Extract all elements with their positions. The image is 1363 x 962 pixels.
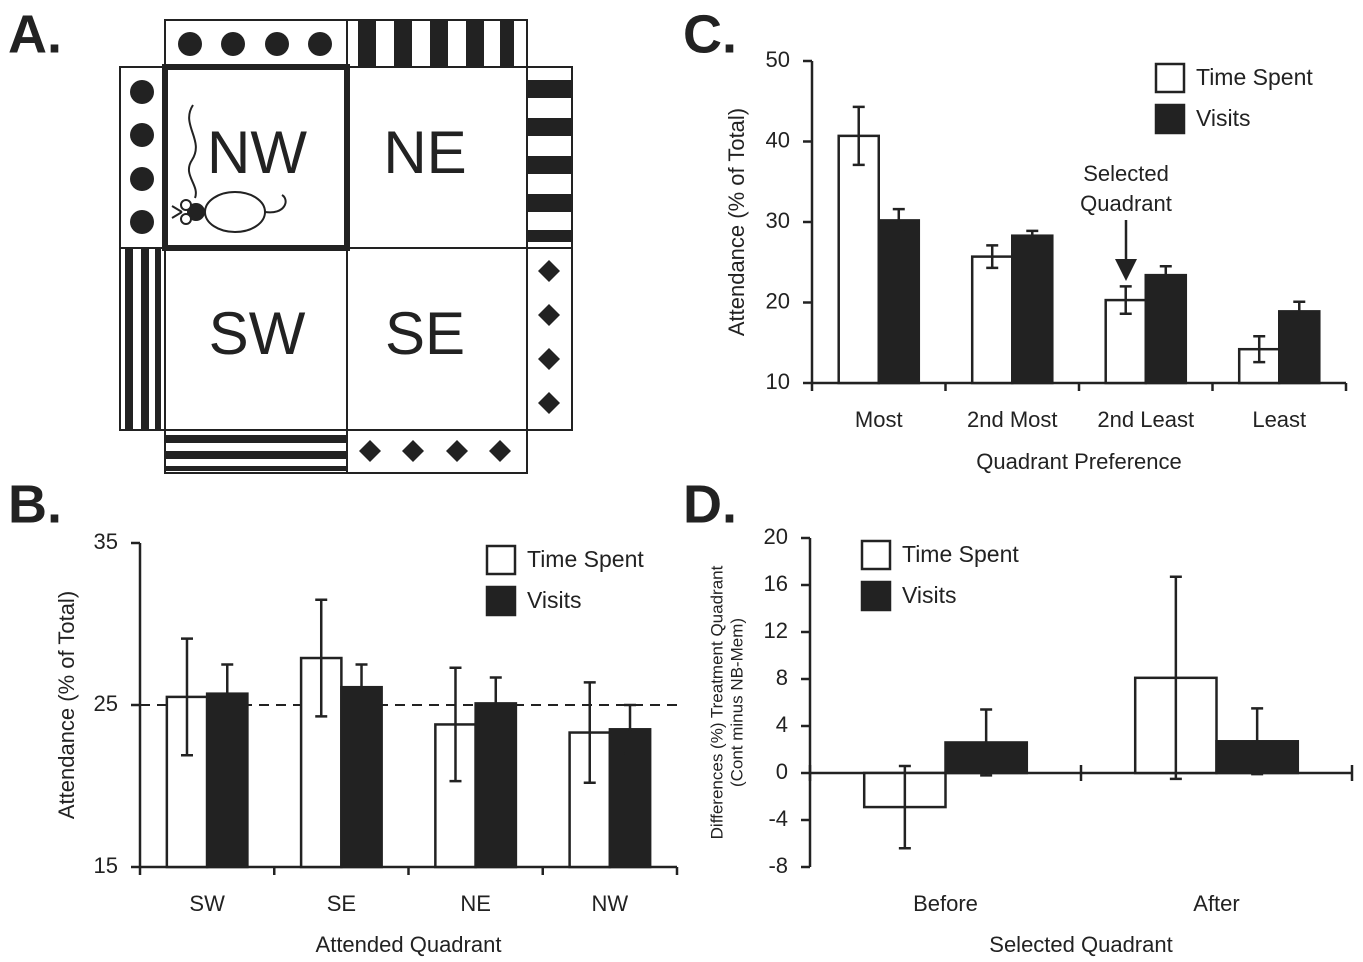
bar (837, 134, 881, 385)
error-bar (583, 681, 596, 785)
legend-swatch (1154, 103, 1186, 135)
mouse (171, 104, 287, 233)
error-bar (1159, 265, 1172, 286)
error-bar (355, 663, 368, 712)
y-tick-label: 15 (94, 853, 118, 878)
error-bar (449, 666, 462, 783)
x-axis-title: Quadrant Preference (976, 449, 1181, 474)
error-bar (1169, 575, 1182, 781)
error-bar (898, 764, 911, 850)
x-tick-label: 2nd Most (967, 407, 1058, 432)
y-tick-label: 25 (94, 691, 118, 716)
quadrant-label: NE (383, 119, 466, 186)
maze-diagram (119, 19, 573, 474)
error-bar (1251, 707, 1264, 776)
legend-swatch (860, 539, 892, 571)
bar (340, 685, 383, 869)
y-tick-label: 50 (766, 47, 790, 72)
annotation-arrowhead (1115, 259, 1137, 281)
bar (1144, 273, 1188, 385)
error-bar (1026, 229, 1039, 242)
legend-swatch (485, 544, 517, 576)
panel-label: C. (683, 4, 737, 64)
panel-label: B. (8, 474, 62, 534)
x-tick-label: Most (855, 407, 903, 432)
annotation: Quadrant (1080, 191, 1172, 216)
bar (474, 702, 518, 869)
error-bar (624, 703, 637, 755)
bar (877, 219, 921, 385)
y-tick-label: 16 (764, 571, 788, 596)
quadrant-label: SE (385, 300, 465, 367)
y-tick-label: 30 (766, 208, 790, 233)
quadrant-label: NW (207, 119, 307, 186)
legend-swatch (1154, 62, 1186, 94)
legend-label: Visits (902, 582, 957, 608)
legend-label: Time Spent (527, 546, 644, 572)
y-tick-label: 8 (776, 665, 788, 690)
legend-label: Visits (1196, 105, 1251, 131)
error-bar (852, 105, 865, 167)
error-bar (180, 637, 193, 757)
y-tick-label: 4 (776, 712, 788, 737)
bar (1011, 234, 1054, 385)
y-tick-label: 40 (766, 127, 790, 152)
x-tick-label: SE (327, 891, 356, 916)
y-axis-title: (Cont minus NB-Mem) (727, 618, 746, 787)
x-axis-title: Attended Quadrant (316, 932, 502, 957)
error-bar (1253, 335, 1266, 364)
x-tick-label: After (1193, 891, 1239, 916)
bar (1278, 310, 1321, 385)
error-bar (892, 207, 905, 233)
panel-label: A. (8, 4, 62, 64)
x-tick-label: Before (913, 891, 978, 916)
legend-label: Time Spent (902, 541, 1019, 567)
annotation: Selected (1083, 161, 1169, 186)
error-bar (986, 244, 999, 270)
legend-label: Time Spent (1196, 64, 1313, 90)
x-axis-title: Selected Quadrant (989, 932, 1172, 957)
y-axis-title: Differences (%) Treatment Quadrant (707, 565, 726, 839)
legend-swatch (485, 585, 517, 617)
legend-swatch (860, 580, 892, 612)
y-tick-label: -4 (768, 806, 788, 831)
error-bar (1293, 300, 1306, 323)
x-tick-label: SW (189, 891, 225, 916)
y-tick-label: -8 (768, 853, 788, 878)
error-bar (1119, 285, 1132, 316)
y-tick-label: 35 (94, 529, 118, 554)
y-tick-label: 0 (776, 759, 788, 784)
x-tick-label: Least (1252, 407, 1306, 432)
y-tick-label: 12 (764, 618, 788, 643)
error-bar (489, 676, 502, 731)
x-tick-label: 2nd Least (1097, 407, 1194, 432)
y-tick-label: 20 (766, 288, 790, 313)
bar (970, 255, 1014, 385)
quadrant-label: SW (209, 300, 306, 367)
y-axis-title: Attendance (% of Total) (54, 591, 79, 819)
x-tick-label: NW (592, 891, 629, 916)
panel-label: D. (683, 474, 737, 534)
error-bar (221, 663, 234, 725)
y-axis-title: Attendance (% of Total) (724, 108, 749, 336)
y-tick-label: 20 (764, 524, 788, 549)
error-bar (980, 708, 993, 777)
legend-label: Visits (527, 587, 582, 613)
y-tick-label: 10 (766, 369, 790, 394)
x-tick-label: NE (460, 891, 491, 916)
error-bar (315, 598, 328, 718)
